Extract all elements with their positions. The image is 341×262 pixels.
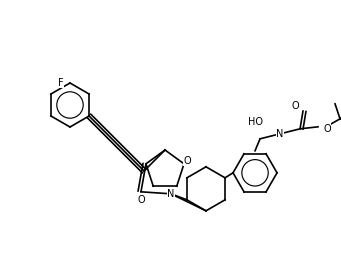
Text: O: O xyxy=(291,101,299,111)
Text: N: N xyxy=(276,129,284,139)
Text: O: O xyxy=(323,124,331,134)
Text: O: O xyxy=(137,195,145,205)
Text: HO: HO xyxy=(248,117,263,127)
Text: O: O xyxy=(183,156,191,166)
Text: N: N xyxy=(167,189,175,199)
Text: F: F xyxy=(58,78,64,88)
